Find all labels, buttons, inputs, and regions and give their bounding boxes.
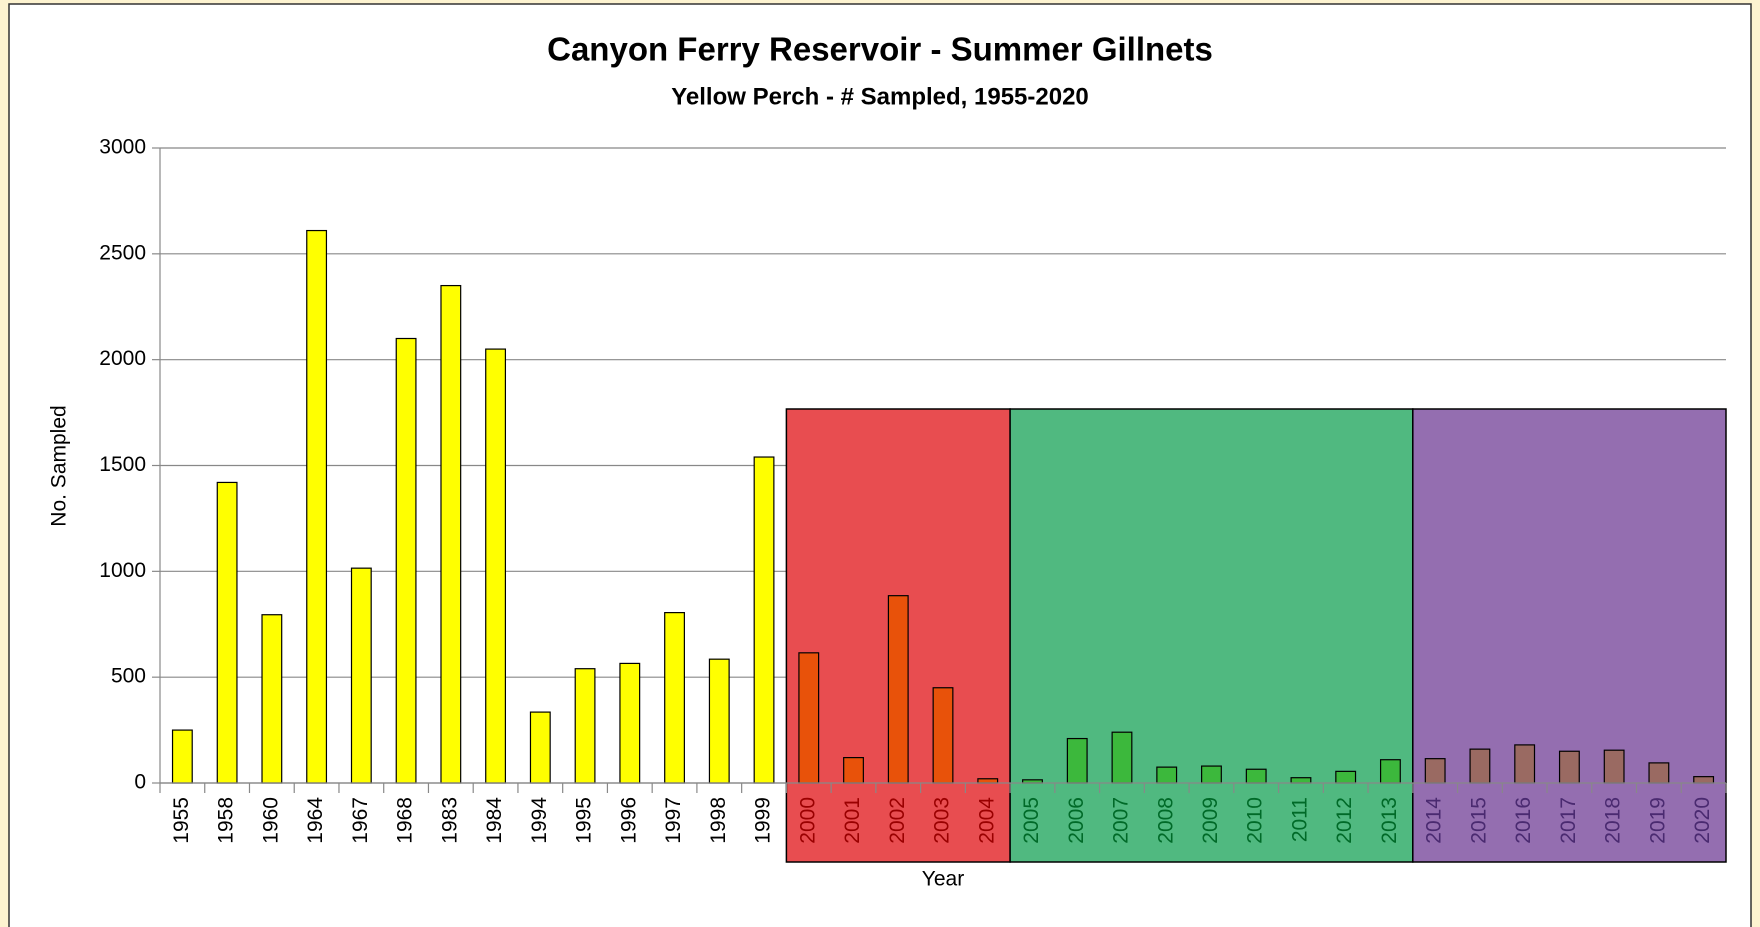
bar [1424,758,1446,784]
x-tick-label: 2016 [1512,797,1535,844]
x-tick-label: 1967 [349,797,372,844]
x-tick-label: 2020 [1691,797,1714,844]
period-band [1412,408,1727,863]
x-tick-label: 2003 [931,797,954,844]
bar [216,481,238,784]
chart-title: Canyon Ferry Reservoir - Summer Gillnets [547,31,1213,68]
bar [1558,750,1580,784]
x-tick-label: 1995 [573,797,596,844]
bar [485,348,507,784]
x-tick-label: 1960 [259,797,282,844]
bands [785,408,1727,863]
x-tick-label: 1958 [215,797,238,844]
bar [1111,731,1133,784]
bar [887,595,909,784]
bar [1514,744,1536,784]
bar [619,662,641,784]
x-tick-label: 2005 [1020,797,1043,844]
y-tick-label: 500 [111,665,146,688]
x-tick-label: 1968 [394,797,417,844]
bar [932,687,954,784]
x-tick-label: 1964 [304,797,327,844]
x-tick-label: 1996 [617,797,640,844]
bar [171,729,193,784]
bar [753,456,775,784]
x-tick-label: 1998 [707,797,730,844]
x-tick-label: 2019 [1646,797,1669,844]
bar [1201,765,1222,784]
x-tick-label: 2018 [1602,797,1625,844]
x-tick-label: 2017 [1557,797,1580,844]
chart-subtitle: Yellow Perch - # Sampled, 1955-2020 [671,83,1089,110]
y-tick-label: 2500 [99,241,146,264]
x-tick-label: 2007 [1110,797,1133,844]
x-tick-label: 2015 [1467,797,1490,844]
y-tick-label: 0 [134,771,146,794]
bar [664,612,685,784]
period-band [1009,408,1414,863]
bar [1156,766,1178,784]
bar [529,711,551,784]
x-tick-label: 2010 [1244,797,1267,844]
bar [1290,777,1312,784]
bar [1245,768,1267,784]
bar [574,668,596,784]
bar [1693,776,1715,784]
bar [1066,737,1088,784]
x-tick-label: 2000 [796,797,819,844]
x-tick-label: 2014 [1423,797,1446,844]
y-tick-label: 1000 [99,559,146,582]
x-tick-label: 1983 [438,797,461,844]
x-tick-label: 1999 [752,797,775,844]
x-axis-label: Year [922,868,964,891]
x-tick-label: 1955 [170,797,193,844]
x-tick-label: 1984 [483,797,506,844]
bar [1603,749,1625,784]
bar [843,756,864,784]
bar [1335,770,1357,784]
x-tick-label: 2002 [886,797,909,844]
y-tick-label: 1500 [99,453,146,476]
bar [708,658,730,784]
bar [440,284,462,784]
x-tick-label: 2001 [841,797,864,844]
y-tick-label: 3000 [99,136,146,159]
bar [1469,748,1491,784]
x-tick-label: 2008 [1154,797,1177,844]
x-tick-label: 2012 [1333,797,1356,844]
x-tick-label: 2013 [1378,797,1401,844]
bar [350,567,372,784]
x-tick-label: 1997 [662,797,685,844]
y-axis-label: No. Sampled [48,405,71,526]
bar [306,229,328,784]
x-tick-label: 2009 [1199,797,1222,844]
x-tick-label: 2011 [1288,797,1311,842]
marks: 1955 1958 1960 1964 1967 1968 1983 1984 1994 1995… [159,229,1727,844]
x-tick-label: 1994 [528,797,551,844]
x-tick-label: 2004 [975,797,998,844]
bar [395,337,417,784]
bar [798,652,820,784]
bar [261,614,283,784]
bar [1648,762,1670,784]
bar [977,778,999,784]
x-tick-label: 2006 [1065,797,1088,844]
bar [1379,759,1401,784]
y-tick-label: 2000 [99,347,146,370]
